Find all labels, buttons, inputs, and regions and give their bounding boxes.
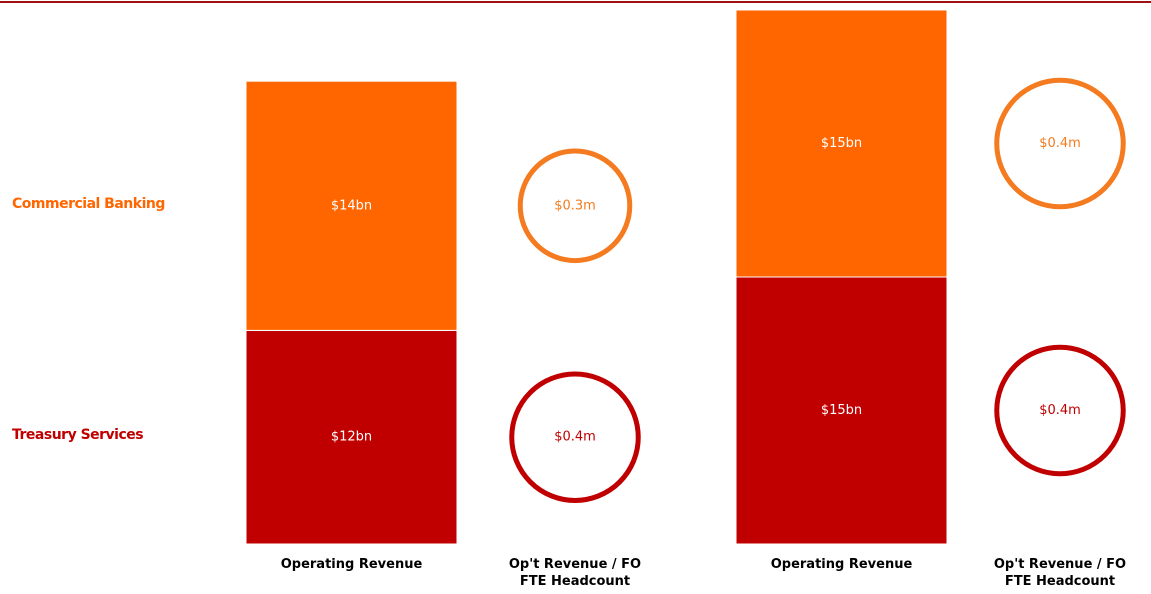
bar-value-label: $15bn <box>821 136 862 151</box>
bar-segment <box>245 80 458 331</box>
bar-segment <box>735 9 948 278</box>
bubble <box>994 77 1126 210</box>
legend-label: Commercial Banking <box>12 195 165 212</box>
bubble <box>509 371 641 503</box>
x-category-label: Op't Revenue / FO FTE Headcount <box>508 557 642 589</box>
bubble-value-label: $0.4m <box>1039 136 1081 151</box>
bubble <box>994 344 1126 477</box>
bubble <box>517 148 633 264</box>
bar-value-label: $12bn <box>331 430 372 445</box>
bar-segment <box>735 276 948 545</box>
x-category-label: Op't Revenue / FO FTE Headcount <box>993 557 1127 589</box>
x-category-label: Operating Revenue <box>770 557 913 572</box>
bar-segment <box>245 329 458 545</box>
bubble-value-label: $0.4m <box>1039 403 1081 418</box>
legend-label: Treasury Services <box>12 427 144 444</box>
bar-value-label: $14bn <box>331 198 372 213</box>
bubble-value-label: $0.3m <box>554 198 596 213</box>
x-category-label: Operating Revenue <box>280 557 423 572</box>
bubble-value-label: $0.4m <box>554 430 596 445</box>
bar-value-label: $15bn <box>821 403 862 418</box>
